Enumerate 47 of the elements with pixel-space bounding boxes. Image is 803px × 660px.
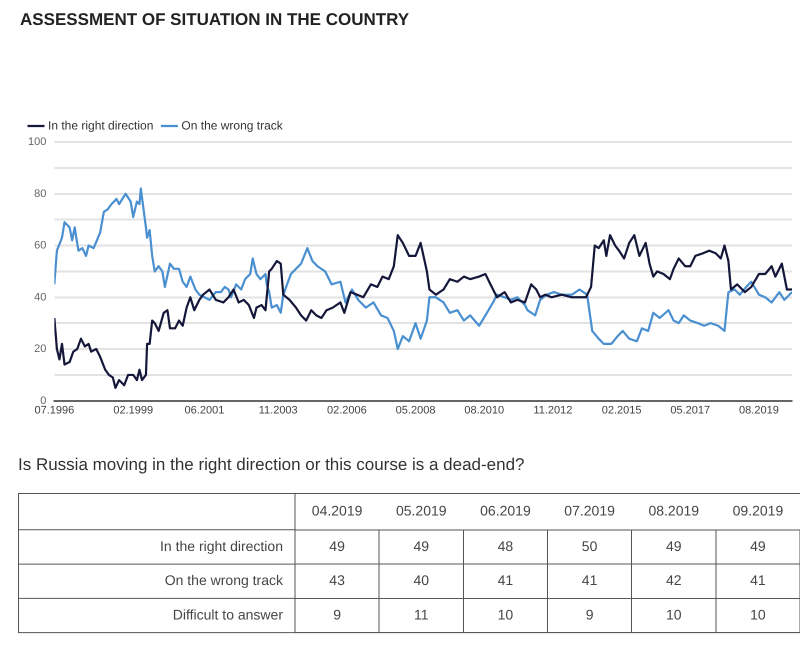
- data-label: 9: [586, 606, 594, 622]
- y-tick-label: 100: [28, 136, 46, 148]
- data-label: 41: [750, 572, 766, 588]
- data-label: 49: [413, 538, 430, 554]
- data-label: 40: [413, 572, 430, 588]
- x-tick-label: 08.2010: [464, 404, 504, 416]
- data-label: 41: [582, 572, 598, 588]
- x-tick-label: 09.2019: [732, 502, 784, 518]
- data-label: 48: [498, 538, 514, 554]
- x-tick-label: 11.2003: [258, 404, 298, 416]
- data-label: 11: [414, 606, 429, 622]
- x-tick-label: 07.1996: [34, 404, 74, 416]
- data-label: 49: [750, 538, 766, 554]
- y-tick-label: On the wrong track: [164, 572, 284, 588]
- data-label: 41: [498, 572, 514, 588]
- data-label: 10: [750, 606, 766, 622]
- x-tick-label: 07.2019: [564, 502, 616, 518]
- y-tick-label: 0: [40, 394, 46, 407]
- data-label: 9: [333, 606, 342, 622]
- x-tick-label: 05.2017: [670, 404, 710, 416]
- x-tick-label: 06.2001: [184, 404, 224, 416]
- data-label: 49: [329, 538, 346, 554]
- x-tick-label: 02.2006: [326, 404, 367, 416]
- x-tick-label: 06.2019: [480, 502, 531, 518]
- y-tick-label: 40: [34, 291, 46, 304]
- x-tick-label: 05.2019: [396, 502, 447, 518]
- data-label: 43: [329, 572, 346, 588]
- y-tick-label: 80: [34, 188, 46, 200]
- y-tick-label: 60: [34, 240, 46, 252]
- x-tick-label: 08.2019: [648, 502, 700, 518]
- x-tick-label: 11.2012: [533, 404, 572, 416]
- y-tick-label: Difficult to answer: [172, 606, 284, 622]
- x-tick-label: 02.1999: [113, 404, 154, 416]
- x-tick-label: 04.2019: [312, 502, 363, 518]
- x-tick-label: 05.2008: [396, 404, 436, 416]
- y-tick-label: In the right direction: [160, 538, 283, 554]
- legend-label: In the right direction: [48, 118, 154, 132]
- data-label: 42: [666, 572, 682, 588]
- data-label: 10: [498, 606, 514, 622]
- y-tick-label: 20: [34, 343, 46, 356]
- chart-title: ASSESSMENT OF SITUATION IN THE COUNTRY: [20, 10, 410, 30]
- data-label: 10: [666, 606, 682, 622]
- x-tick-label: 08.2019: [739, 404, 779, 416]
- chart-title: Is Russia moving in the right direction or this course is a dead-end?: [18, 455, 524, 475]
- data-label: 49: [666, 538, 682, 554]
- x-tick-label: 02.2015: [602, 404, 642, 416]
- data-label: 50: [582, 538, 598, 554]
